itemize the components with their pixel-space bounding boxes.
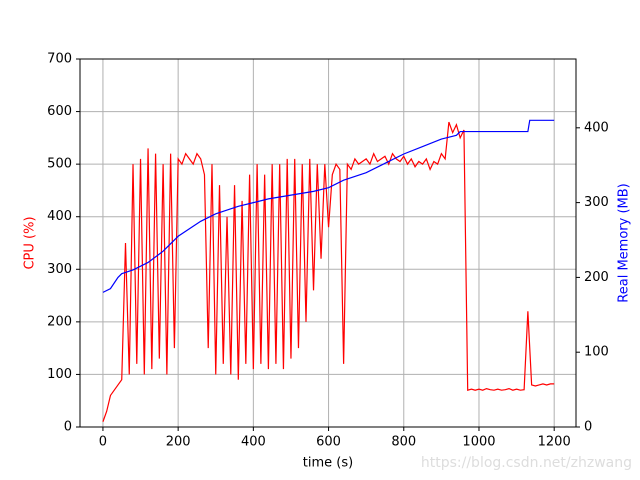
y2-tick-label: 300 [584, 195, 609, 210]
data-line [102, 121, 555, 422]
watermark: https://blog.csdn.net/zhzwang [421, 455, 632, 471]
y-tick-label: 600 [47, 104, 72, 119]
y2-tick-label: 200 [584, 270, 609, 285]
x-tick-label: 1200 [538, 435, 571, 450]
x-tick-label: 800 [391, 435, 416, 450]
y-tick-label: 0 [64, 420, 72, 435]
y-tick-label: 100 [47, 367, 72, 382]
y-tick-label: 400 [47, 209, 72, 224]
x-tick-label: 400 [241, 435, 266, 450]
y-axis-label: CPU (%) [23, 216, 38, 269]
y2-tick-label: 100 [584, 345, 609, 360]
x-axis-label: time (s) [303, 456, 353, 471]
plot-frame [79, 58, 577, 428]
data-line [102, 119, 555, 293]
y2-axis-label: Real Memory (MB) [617, 183, 632, 302]
x-tick-label: 600 [316, 435, 341, 450]
x-tick-label: 200 [166, 435, 191, 450]
y2-tick-label: 400 [584, 120, 609, 135]
x-tick-label: 1000 [462, 435, 495, 450]
y-tick-label: 300 [47, 262, 72, 277]
y-tick-label: 500 [47, 157, 72, 172]
x-tick-label: 0 [99, 435, 107, 450]
y-tick-label: 200 [47, 314, 72, 329]
y2-tick-label: 0 [584, 420, 592, 435]
y-tick-label: 700 [47, 52, 72, 67]
